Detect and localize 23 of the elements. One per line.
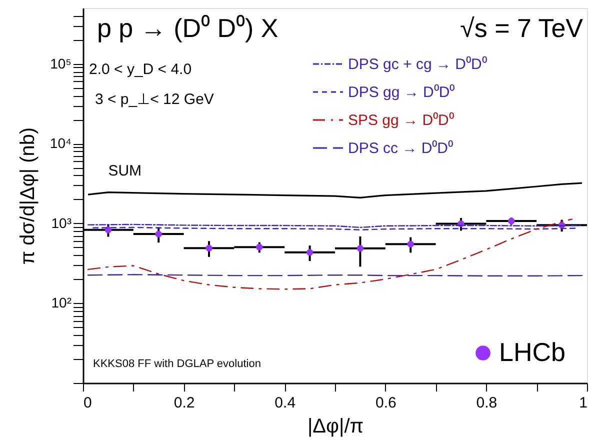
x-tick-label: 0.6	[375, 394, 396, 412]
x-tick-label: 0	[84, 394, 92, 412]
x-tick-label: 0.2	[174, 394, 195, 412]
legend-label: DPS cc → D⁰D⁰	[348, 140, 454, 157]
chart-subtitle: √s = 7 TeV	[460, 13, 584, 43]
x-tick-label: 0.4	[274, 394, 296, 412]
legend-label: DPS gg → D⁰D⁰	[348, 84, 455, 101]
annotation: KKKS08 FF with DGLAP evolution	[93, 358, 261, 370]
y-tick-label: 10⁴	[50, 135, 72, 152]
x-tick-label: 0.8	[476, 394, 498, 412]
legend-label: LHCb	[499, 337, 566, 367]
series-label: SUM	[108, 162, 142, 180]
annotation: 2.0 < y_D < 4.0	[89, 61, 192, 78]
y-tick-label: 10²	[51, 294, 72, 311]
x-tick-label: 1	[579, 394, 588, 412]
chart-title: p p → (D⁰ D⁰) X	[97, 13, 278, 43]
legend-label: DPS gc + cg → D⁰D⁰	[348, 56, 487, 73]
x-axis-title: |Δφ|/π	[307, 416, 364, 438]
y-axis-title: π dσ/d|Δφ| (nb)	[16, 127, 39, 265]
annotation: 3 < p_⊥< 12 GeV	[95, 91, 214, 108]
legend-label: SPS gg → D⁰D⁰	[348, 112, 454, 129]
y-tick-label: 10⁵	[50, 55, 72, 72]
y-tick-label: 10³	[51, 214, 72, 231]
